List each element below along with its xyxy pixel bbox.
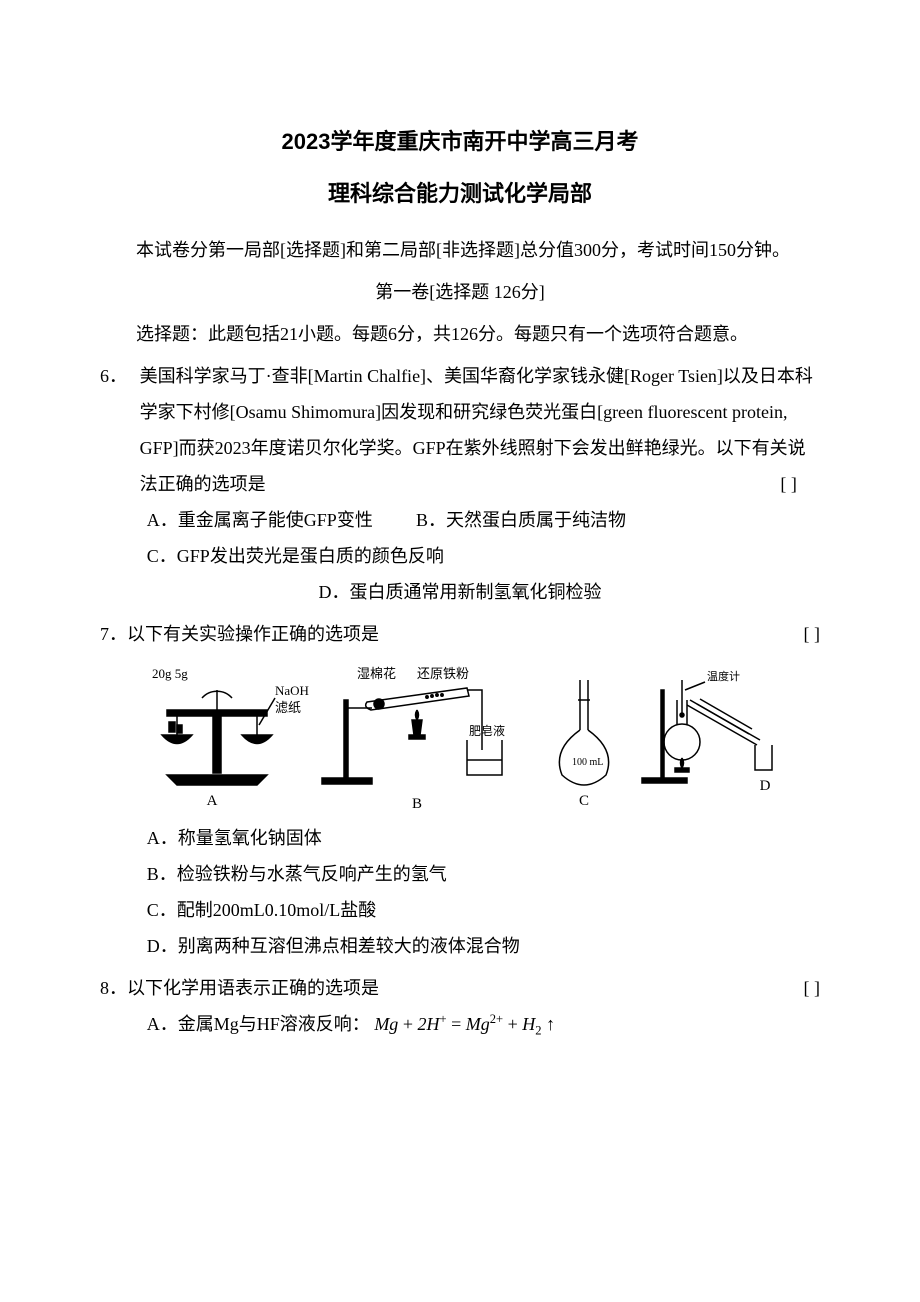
question-6: 6．美国科学家马丁·查非[Martin Chalfie]、美国华裔化学家钱永健[… [100,358,820,610]
q7-opt-c: C．配制200mL0.10mol/L盐酸 [147,892,820,928]
question-8: 8．以下化学用语表示正确的选项是 [ ] A．金属Mg与HF溶液反响： Mg +… [100,970,820,1044]
diagram-d-label: D [759,778,770,794]
q6-opt-a: A．重金属离子能使GFP变性 [147,502,373,538]
wet-cotton-label: 湿棉花 [357,666,396,681]
q8-bracket: [ ] [786,970,821,1006]
section-header: 第一卷[选择题 126分] [100,274,820,310]
q6-opt-c: C．GFP发出荧光是蛋白质的颜色反响 [147,538,820,574]
soap-label: 肥皂液 [469,723,505,738]
question-7: 7．以下有关实验操作正确的选项是 [ ] 20g 5g [100,616,820,964]
q7-options: A．称量氢氧化钠固体 B．检验铁粉与水蒸气反响产生的氢气 C．配制200mL0.… [100,820,820,964]
q7-opt-a: A．称量氢氧化钠固体 [147,820,820,856]
diagram-a-label: A [206,793,217,809]
diagram-c-label: C [579,793,589,809]
q6-opt-d: D．蛋白质通常用新制氢氧化铜检验 [100,574,820,610]
diagram-d-distillation: 温度计 D [642,669,772,794]
balance-weight-label: 20g 5g [152,666,188,681]
q7-opt-d: D．别离两种互溶但沸点相差较大的液体混合物 [147,928,820,964]
iron-powder-label: 还原铁粉 [417,666,469,681]
q7-opt-b: B．检验铁粉与水蒸气反响产生的氢气 [147,856,820,892]
q7-number: 7． [100,624,127,644]
experiment-diagram: 20g 5g [147,660,787,810]
filter-paper-label: 滤纸 [275,700,301,715]
q6-text: 美国科学家马丁·查非[Martin Chalfie]、美国华裔化学家钱永健[Ro… [140,366,813,494]
q8-text: 以下化学用语表示正确的选项是 [127,978,379,998]
exam-page: 2023学年度重庆市南开中学高三月考 理科综合能力测试化学局部 本试卷分第一局部… [0,0,920,1302]
diagram-c-flask: 100 mL C [559,680,608,809]
q7-bracket: [ ] [786,616,821,652]
q6-options: A．重金属离子能使GFP变性 B．天然蛋白质属于纯洁物 C．GFP发出荧光是蛋白… [100,502,820,574]
q8-number: 8． [100,978,127,998]
instructions: 选择题：此题包括21小题。每题6分，共126分。每题只有一个选项符合题意。 [100,316,820,352]
page-subtitle: 理科综合能力测试化学局部 [100,172,820,216]
diagram-a-balance: 20g 5g [152,666,309,809]
flask-vol-label: 100 mL [572,757,603,768]
q6-number: 6． [100,358,140,394]
naoh-label: NaOH [275,683,309,698]
question-6-body: 6．美国科学家马丁·查非[Martin Chalfie]、美国华裔化学家钱永健[… [100,358,820,502]
q7-figure: 20g 5g [100,660,820,810]
thermo-label: 温度计 [707,669,740,683]
q7-text: 以下有关实验操作正确的选项是 [127,624,379,644]
q6-opt-b: B．天然蛋白质属于纯洁物 [416,502,626,538]
q8-options: A．金属Mg与HF溶液反响： Mg + 2H+ = Mg2+ + H2 ↑ [100,1006,820,1044]
page-title: 2023学年度重庆市南开中学高三月考 [100,120,820,164]
q8-opt-a: A．金属Mg与HF溶液反响： Mg + 2H+ = Mg2+ + H2 ↑ [147,1006,820,1044]
diagram-b-label: B [412,796,422,810]
q8-a-formula: Mg + 2H+ = Mg2+ + H2 ↑ [374,1014,555,1034]
diagram-b-iron-steam: 湿棉花 还原铁粉 [322,666,505,810]
q8-a-prefix: A．金属Mg与HF溶液反响： [147,1014,370,1034]
intro-text: 本试卷分第一局部[选择题]和第二局部[非选择题]总分值300分，考试时间150分… [100,232,820,268]
